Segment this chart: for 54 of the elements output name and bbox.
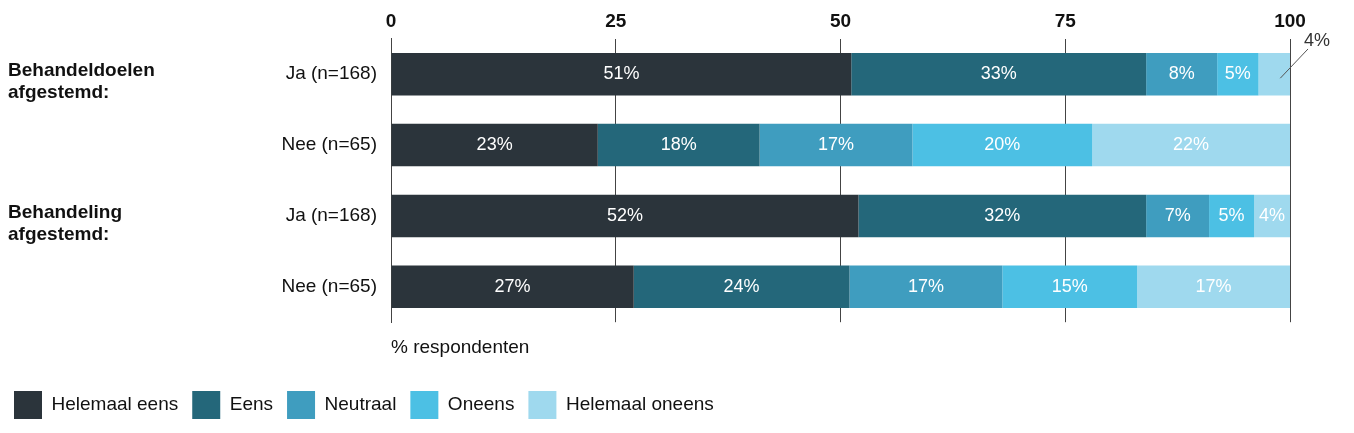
bar xyxy=(1258,52,1290,96)
data-label: 15% xyxy=(1051,275,1088,296)
bar xyxy=(1146,194,1210,238)
legend-label: Helemaal oneens xyxy=(565,393,714,415)
data-label: 4% xyxy=(1304,29,1331,50)
data-label: 17% xyxy=(1195,275,1232,296)
data-label: 17% xyxy=(907,275,944,296)
data-label: 8% xyxy=(1168,63,1195,84)
bar xyxy=(1137,265,1290,309)
data-label: 20% xyxy=(984,134,1021,155)
text: Behandeling afgestemd: xyxy=(8,200,123,244)
bar xyxy=(849,265,1003,309)
bar xyxy=(858,194,1147,238)
data-label: 22% xyxy=(1173,134,1210,155)
y-tick-label: Ja (n=168) xyxy=(285,62,377,84)
bar xyxy=(1092,123,1290,167)
bar xyxy=(1002,265,1138,309)
bar xyxy=(851,52,1147,96)
bar xyxy=(633,265,850,309)
bar xyxy=(391,265,634,309)
bar xyxy=(391,123,598,167)
y-tick-label: Nee (n=65) xyxy=(281,133,377,155)
x-tick-label: 50 xyxy=(829,9,852,31)
data-label: 52% xyxy=(606,204,644,225)
x-tick-label: 100 xyxy=(1274,9,1306,31)
bar xyxy=(912,123,1093,167)
data-label: 7% xyxy=(1164,204,1191,225)
legend-label: Helemaal eens xyxy=(51,393,179,415)
legend-label: Eens xyxy=(229,393,274,415)
data-label: 5% xyxy=(1218,204,1245,225)
x-tick-label: 75 xyxy=(1054,9,1077,31)
data-label: 17% xyxy=(817,134,855,155)
data-label: 32% xyxy=(984,204,1021,225)
y-tick-label: Ja (n=168) xyxy=(285,204,377,226)
x-axis-title: % respondenten xyxy=(391,335,530,357)
bar xyxy=(597,123,760,167)
x-tick-label: 25 xyxy=(605,9,627,31)
data-label: 4% xyxy=(1259,204,1286,225)
data-label: 24% xyxy=(723,275,760,296)
data-label: 5% xyxy=(1224,63,1251,84)
x-tick-label: 0 xyxy=(385,9,397,31)
legend-label: Neutraal xyxy=(324,393,397,415)
text: Behandeldoelen afgestemd: xyxy=(8,58,155,102)
data-label: 18% xyxy=(660,134,697,155)
bar xyxy=(759,123,913,167)
legend-label: Oneens xyxy=(447,393,515,415)
bar xyxy=(391,194,859,238)
y-tick-label: Nee (n=65) xyxy=(281,275,377,297)
bar xyxy=(1146,52,1218,96)
data-label: 33% xyxy=(980,63,1017,84)
bar xyxy=(391,52,852,96)
data-label: 51% xyxy=(603,63,640,84)
data-label: 27% xyxy=(494,275,531,296)
data-label: 23% xyxy=(476,134,513,155)
